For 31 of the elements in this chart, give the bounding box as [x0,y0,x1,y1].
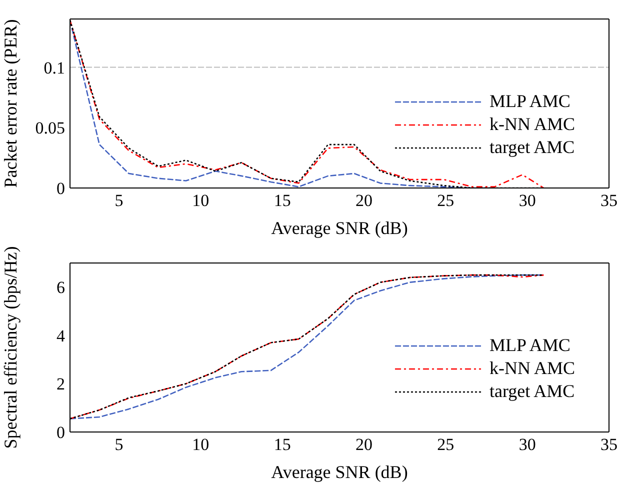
y-axis-title: Spectral efficiency (bps/Hz) [0,246,20,449]
x-tick-label: 10 [192,435,210,454]
x-axis-title: Average SNR (dB) [271,462,408,482]
x-tick-label: 25 [437,435,454,454]
legend-label: MLP AMC [489,91,570,112]
legend-label: target AMC [489,137,575,158]
x-tick-label: 20 [356,191,372,210]
y-tick-label: 0.05 [35,118,65,138]
y-tick-label: 4 [56,326,66,346]
y-tick-label: 0.1 [44,58,65,78]
x-tick-label: 15 [274,435,291,454]
x-tick-label: 30 [518,435,536,454]
legend-label: target AMC [489,381,575,402]
y-tick-label: 2 [56,374,65,394]
x-tick-label: 10 [192,191,210,210]
y-tick-label: 0 [56,423,65,442]
y-axis-title: Packet error rate (PER) [0,19,20,188]
x-tick-label: 15 [274,191,291,210]
x-axis-title: Average SNR (dB) [271,218,408,238]
legend-label: k-NN AMC [489,358,575,379]
y-tick-label: 0 [56,179,65,198]
x-tick-label: 35 [600,191,617,210]
x-tick-label: 35 [600,435,617,454]
x-tick-label: 30 [518,191,536,210]
legend-label: MLP AMC [489,335,570,356]
x-tick-label: 20 [356,435,372,454]
x-tick-label: 5 [114,435,124,454]
y-tick-label: 6 [56,278,65,298]
legend-label: k-NN AMC [489,114,575,135]
x-tick-label: 5 [114,191,124,210]
x-tick-label: 25 [437,191,454,210]
